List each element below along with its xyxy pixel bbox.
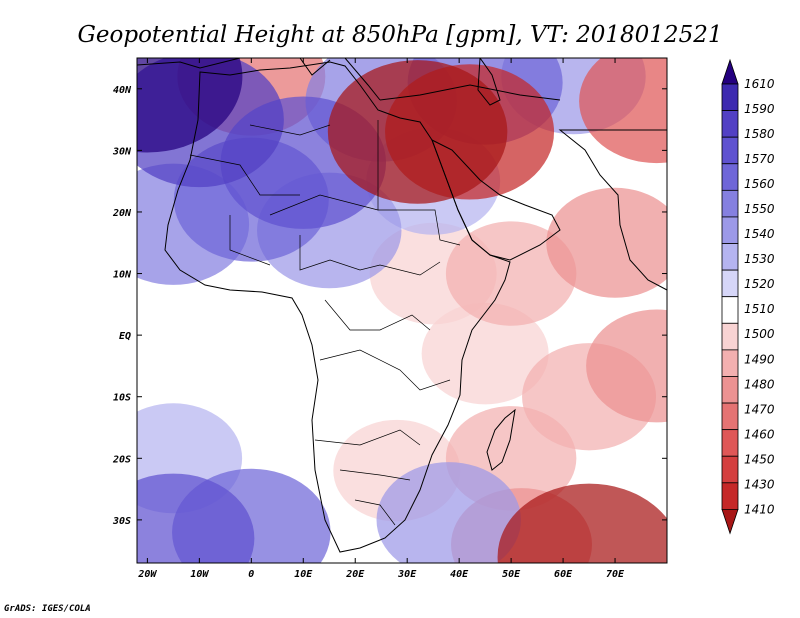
colorbar-segment — [721, 243, 739, 271]
africa-coastline — [164, 61, 511, 553]
height-blob-12 — [586, 309, 667, 423]
colorbar-segment — [721, 269, 739, 298]
height-blob-10 — [546, 187, 667, 298]
height-blob-24 — [137, 473, 255, 563]
plot-frame — [136, 57, 668, 564]
y-tick-label: 20S — [112, 454, 131, 465]
colorbar-segment — [721, 402, 739, 431]
colorbar-segment — [721, 455, 739, 484]
caspian-coastline — [477, 58, 501, 106]
colorbar-label: 1520 — [744, 277, 775, 291]
y-tick-label: 10N — [113, 270, 132, 281]
colorbar-segment — [721, 110, 739, 138]
y-tick-label: 20N — [112, 208, 132, 219]
colorbar-label: 1460 — [744, 427, 775, 441]
colorbar-label: 1560 — [744, 177, 775, 191]
y-tick-label: 40N — [113, 85, 132, 96]
colorbar-segment — [721, 349, 739, 377]
height-field — [137, 58, 667, 563]
colorbar-label: 1430 — [744, 477, 775, 491]
colorbar-segment — [721, 482, 739, 510]
colorbar-label: 1610 — [744, 77, 775, 91]
colorbar-label: 1410 — [744, 502, 775, 516]
colorbar-bottom-arrow — [721, 509, 739, 535]
colorbar-label: 1550 — [744, 202, 775, 216]
x-tick-label: 70E — [606, 569, 625, 580]
colorbar-segment — [721, 216, 739, 244]
colorbar-segment — [721, 136, 739, 165]
height-blob-28 — [327, 60, 508, 204]
colorbar-label: 1470 — [744, 402, 775, 416]
x-tick-label: 50E — [502, 569, 521, 580]
y-axis: 40N 30N 20N 10N EQ 10S 20S 30S — [112, 85, 667, 527]
x-tick-label: 40E — [450, 569, 469, 580]
border-lines — [189, 120, 461, 526]
height-blob-4 — [421, 302, 549, 405]
colorbar-label: 1540 — [744, 227, 775, 241]
colorbar-segment — [721, 296, 739, 324]
y-tick-label: EQ — [119, 331, 131, 342]
madagascar-coastline — [486, 408, 516, 471]
colorbar-segment — [721, 189, 739, 218]
x-tick-label: 20E — [345, 569, 365, 580]
colorbar: 1610 1590 1580 1570 1560 1550 1540 1530 1520 1510… — [721, 58, 775, 535]
colorbar-label: 1500 — [744, 327, 775, 341]
map-title: Geopotential Height at 850hPa [gpm], VT:… — [78, 22, 723, 48]
colorbar-label: 1490 — [744, 352, 775, 366]
india-coastline — [558, 129, 667, 291]
height-blob-30 — [137, 58, 243, 153]
colorbar-label: 1510 — [744, 302, 775, 316]
y-tick-label: 10S — [113, 393, 131, 404]
arabian-peninsula-coastline — [431, 138, 561, 261]
y-tick-label: 30N — [112, 146, 132, 157]
colorbar-segment — [721, 376, 739, 404]
y-tick-label: 30S — [112, 516, 131, 527]
x-tick-label: 0 — [248, 569, 254, 580]
grads-credit: GrADS: IGES/COLA — [4, 604, 91, 614]
europe-coastline — [137, 58, 561, 101]
colorbar-top-arrow — [721, 58, 739, 85]
plot-area: 20W 10W 0 10E 20E 30E 40E 50E 60E 70E 40N 30N 20N 10… — [112, 57, 668, 580]
height-blob-29 — [497, 483, 667, 563]
colorbar-label: 1580 — [744, 127, 775, 141]
x-axis: 20W 10W 0 10E 20E 30E 40E 50E 60E 70E — [137, 58, 625, 580]
x-tick-label: 60E — [554, 569, 573, 580]
colorbar-label: 1570 — [744, 152, 775, 166]
height-blob-16 — [376, 462, 521, 563]
coastlines-and-borders — [137, 58, 667, 553]
colorbar-label: 1590 — [744, 102, 775, 116]
colorbar-segment — [721, 163, 739, 191]
colorbar-label: 1530 — [744, 252, 775, 266]
colorbar-segment — [721, 322, 739, 351]
x-tick-label: 10W — [190, 569, 209, 580]
height-blob-22 — [579, 58, 667, 164]
height-blob-6 — [445, 221, 577, 326]
colorbar-segment — [721, 83, 739, 111]
colorbar-label: 1450 — [744, 452, 775, 466]
colorbar-label: 1480 — [744, 377, 775, 391]
x-tick-label: 20W — [137, 569, 157, 580]
colorbar-segment — [721, 429, 739, 457]
x-tick-label: 10E — [294, 569, 313, 580]
x-tick-label: 30E — [397, 569, 417, 580]
